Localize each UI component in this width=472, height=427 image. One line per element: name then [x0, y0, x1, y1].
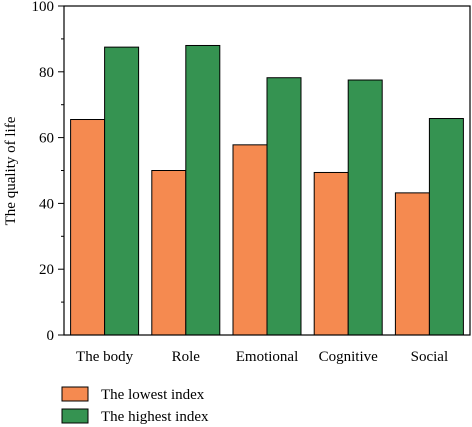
bar-the-body-series-2 — [104, 46, 140, 336]
bars-group — [70, 44, 464, 336]
x-tick-label: Role — [172, 349, 201, 365]
y-tick-label: 100 — [32, 0, 55, 15]
legend-label: The highest index — [101, 409, 209, 425]
bar-the-body-series-1 — [70, 119, 106, 336]
x-tick-labels: The body Role Emotional Cognitive Social — [76, 349, 448, 365]
axes-group — [58, 5, 471, 336]
bar-emotional-series-2 — [266, 77, 302, 336]
y-tick-label: 0 — [47, 328, 55, 344]
y-tick-label: 60 — [39, 131, 54, 147]
bar-role-series-2 — [185, 44, 221, 336]
bar-cognitive-series-2 — [347, 79, 383, 336]
y-axis-title: The quality of life — [3, 116, 19, 225]
bar-social-series-2 — [428, 118, 464, 336]
y-tick-labels: 0 20 40 60 80 100 — [32, 0, 55, 344]
y-tick-label: 80 — [39, 65, 54, 81]
bar-cognitive-series-1 — [313, 171, 349, 336]
bar-role-series-1 — [151, 170, 187, 336]
legend-swatch — [61, 386, 89, 402]
x-tick-label: Cognitive — [319, 349, 379, 365]
y-tick-label: 20 — [39, 262, 54, 278]
bar-social-series-1 — [394, 192, 430, 336]
x-tick-label: The body — [76, 349, 134, 365]
legend-swatch — [61, 408, 89, 424]
bar-emotional-series-1 — [232, 144, 268, 336]
legend: The lowest index The highest index — [61, 386, 209, 425]
x-tick-label: Emotional — [236, 349, 299, 365]
legend-label: The lowest index — [101, 387, 205, 403]
x-tick-label: Social — [411, 349, 449, 365]
y-tick-label: 40 — [39, 196, 54, 212]
